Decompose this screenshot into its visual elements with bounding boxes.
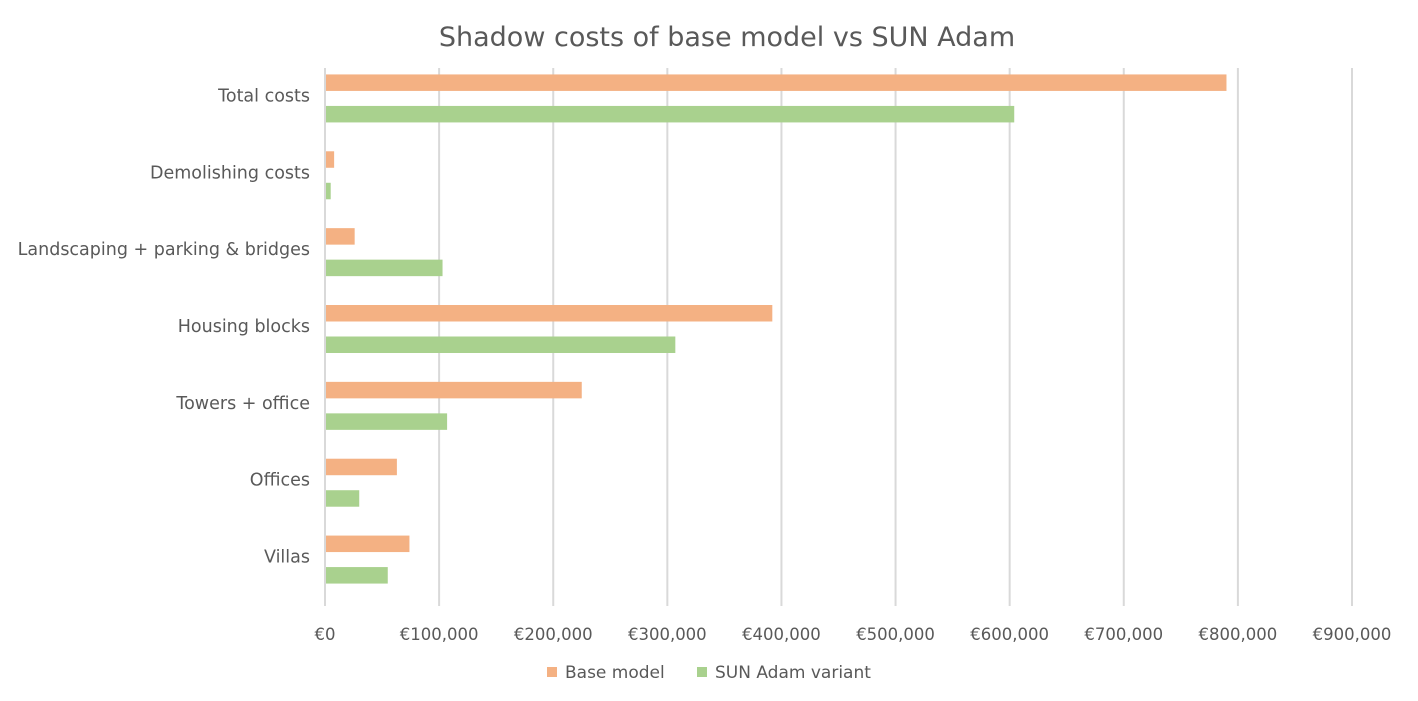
category-label: Housing blocks bbox=[178, 317, 310, 337]
x-tick-label: €600,000 bbox=[970, 625, 1049, 644]
bar-base-model bbox=[326, 381, 582, 399]
x-tick-label: €400,000 bbox=[742, 625, 821, 644]
x-tick-label: €900,000 bbox=[1313, 625, 1392, 644]
category-label: Villas bbox=[264, 548, 310, 568]
category-labels: Total costs Demolishing costs Landscaping … bbox=[18, 86, 310, 567]
bars bbox=[326, 74, 1227, 584]
bar-sun-adam bbox=[326, 259, 443, 277]
category-label: Landscaping + parking & bridges bbox=[18, 240, 310, 260]
category-label: Towers + office bbox=[175, 394, 310, 414]
x-tick-label: €500,000 bbox=[856, 625, 935, 644]
bar-base-model bbox=[326, 305, 773, 322]
category-label: Offices bbox=[250, 471, 310, 491]
x-tick-label: €700,000 bbox=[1084, 625, 1163, 644]
legend-label: Base model bbox=[565, 663, 665, 683]
category-label: Demolishing costs bbox=[150, 163, 310, 183]
legend-swatch bbox=[697, 667, 707, 677]
bar-sun-adam bbox=[326, 567, 388, 584]
chart-title: Shadow costs of base model vs SUN Adam bbox=[439, 22, 1015, 53]
x-tick-label: €800,000 bbox=[1199, 625, 1278, 644]
x-tick-label: €0 bbox=[315, 625, 336, 644]
x-tick-label: €200,000 bbox=[514, 625, 593, 644]
x-tick-label: €100,000 bbox=[400, 625, 479, 644]
bar-base-model bbox=[326, 228, 355, 245]
legend: Base model SUN Adam variant bbox=[547, 663, 871, 683]
bar-base-model bbox=[326, 458, 397, 476]
bar-sun-adam bbox=[326, 182, 331, 200]
legend-swatch bbox=[547, 667, 557, 677]
bar-base-model bbox=[326, 535, 410, 553]
bar-base-model bbox=[326, 74, 1227, 91]
gridlines bbox=[324, 68, 1353, 606]
bar-sun-adam bbox=[326, 413, 448, 430]
legend-label: SUN Adam variant bbox=[715, 663, 871, 683]
bar-sun-adam bbox=[326, 490, 360, 507]
category-label: Total costs bbox=[217, 86, 310, 106]
bar-sun-adam bbox=[326, 336, 676, 353]
x-tick-label: €300,000 bbox=[628, 625, 707, 644]
x-tick-labels: €0 €100,000 €200,000 €300,000 €400,000 €500,0… bbox=[315, 625, 1392, 644]
bar-base-model bbox=[326, 151, 335, 168]
bar-sun-adam bbox=[326, 105, 1015, 123]
